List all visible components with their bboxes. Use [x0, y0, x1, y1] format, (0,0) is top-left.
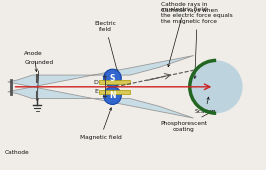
Text: D: D — [93, 80, 98, 85]
Text: Cathode rays when
the electric force equals
the magnetic force: Cathode rays when the electric force equ… — [161, 8, 233, 78]
Text: Magnetic field: Magnetic field — [80, 108, 122, 140]
Text: E: E — [94, 89, 98, 94]
Text: −: − — [102, 94, 107, 100]
Circle shape — [190, 60, 243, 113]
Text: Phosphorescent
coating: Phosphorescent coating — [160, 111, 213, 132]
Polygon shape — [8, 56, 194, 118]
Text: Scaling: Scaling — [195, 97, 216, 114]
Text: N: N — [109, 91, 116, 100]
Circle shape — [104, 87, 121, 104]
Polygon shape — [99, 80, 130, 84]
Text: Grounded: Grounded — [24, 60, 53, 101]
Polygon shape — [99, 90, 130, 94]
Text: Anode: Anode — [24, 50, 43, 72]
Text: Cathode: Cathode — [5, 150, 30, 155]
Text: Cathode rays in
an electric field: Cathode rays in an electric field — [161, 2, 208, 67]
Text: Electric
field: Electric field — [95, 21, 118, 72]
Circle shape — [104, 69, 121, 87]
Text: S: S — [110, 73, 115, 82]
Text: +: + — [102, 74, 107, 80]
